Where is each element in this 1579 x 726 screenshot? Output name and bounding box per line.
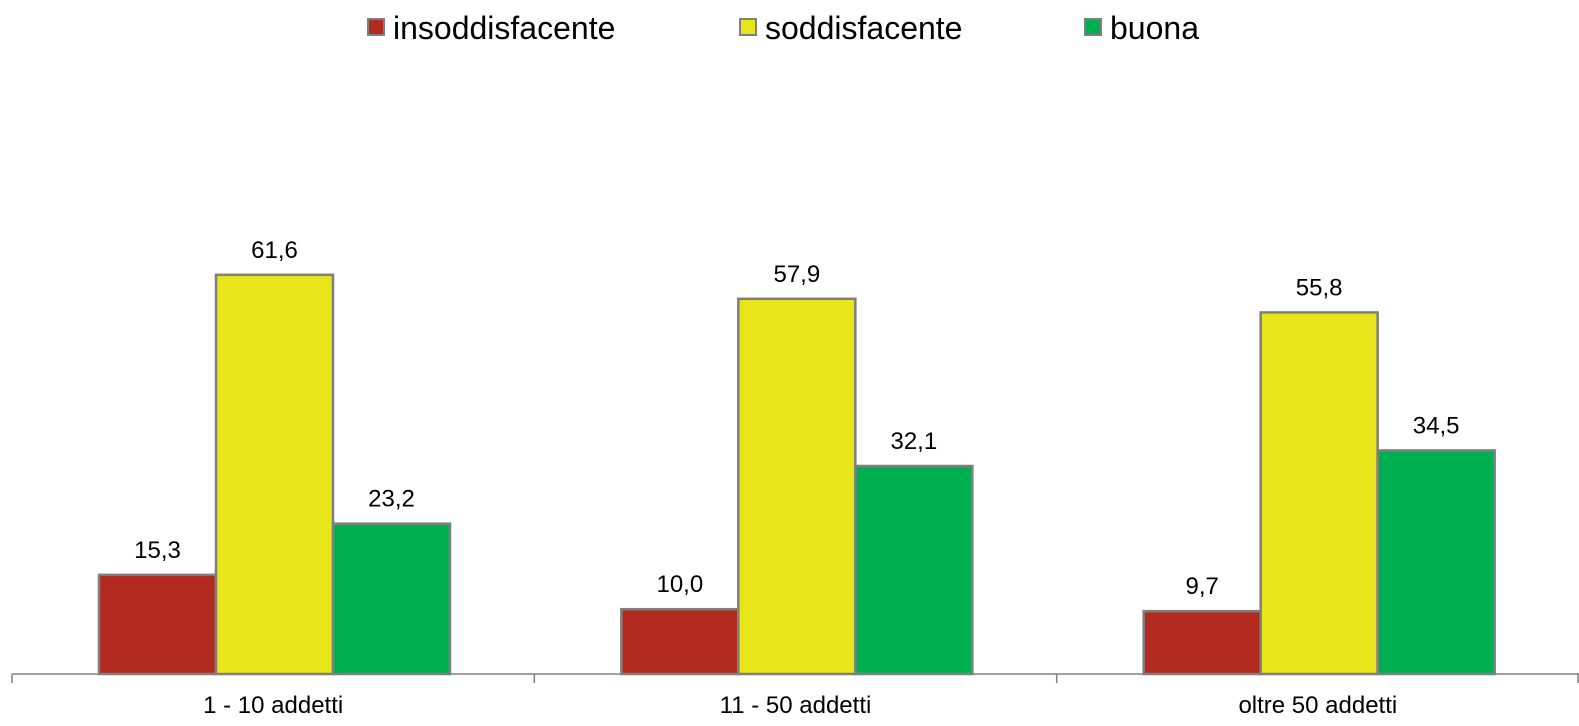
data-label: 23,2 (368, 486, 415, 513)
legend-swatch (367, 18, 385, 36)
bar-insoddisfacente-0 (97, 573, 218, 676)
legend-item-soddisfacente: soddisfacente (739, 10, 962, 46)
bar-soddisfacente-1 (737, 297, 857, 676)
bars-group (97, 273, 1496, 676)
legend-label: soddisfacente (765, 10, 962, 46)
legend: insoddisfacente soddisfacente buona (367, 10, 1199, 46)
legend-item-insoddisfacente: insoddisfacente (367, 10, 615, 46)
x-tick-label: 1 - 10 addetti (203, 692, 343, 719)
x-axis: 1 - 10 addetti 11 - 50 addetti oltre 50 ad… (11, 673, 1579, 719)
bar-buona-1 (854, 464, 974, 676)
data-label: 32,1 (890, 428, 937, 455)
data-label: 57,9 (773, 261, 820, 288)
x-tick-label: oltre 50 addetti (1238, 692, 1397, 719)
bar-buona-2 (1376, 449, 1496, 676)
bar-insoddisfacente-1 (620, 607, 740, 676)
legend-label: insoddisfacente (393, 10, 615, 46)
data-label: 9,7 (1185, 573, 1218, 600)
data-labels-group: 15,3 61,6 23,2 10,0 57,9 32,1 9,7 55,8 34,5 (134, 237, 1459, 600)
x-tick-label: 11 - 50 addetti (720, 692, 872, 719)
data-label: 34,5 (1413, 412, 1460, 439)
data-label: 61,6 (251, 237, 298, 264)
legend-label: buona (1110, 10, 1199, 46)
bar-soddisfacente-2 (1259, 311, 1379, 676)
bar-soddisfacente-0 (214, 273, 335, 676)
legend-item-buona: buona (1084, 10, 1199, 46)
legend-swatch (739, 18, 757, 36)
bar-insoddisfacente-2 (1142, 609, 1262, 676)
data-label: 15,3 (134, 537, 181, 564)
bar-buona-0 (331, 522, 452, 676)
legend-swatch (1084, 18, 1102, 36)
data-label: 55,8 (1296, 274, 1343, 301)
data-label: 10,0 (656, 571, 703, 598)
